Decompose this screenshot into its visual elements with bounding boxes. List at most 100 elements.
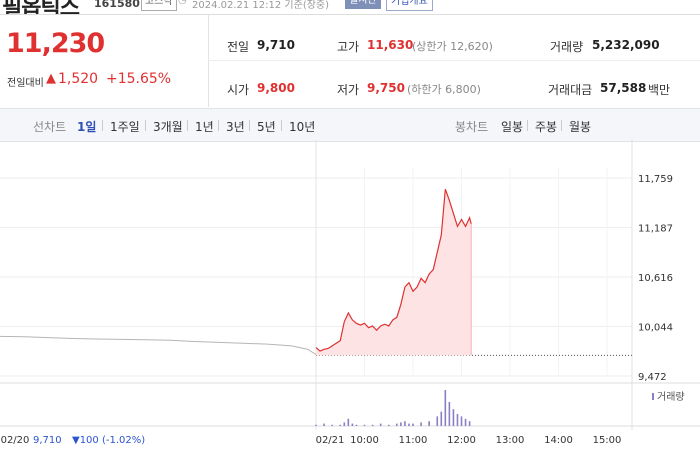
x-tick-label: 02/21 (316, 435, 345, 446)
period-3m[interactable]: 3개월 (153, 120, 183, 134)
volume-bar (371, 424, 374, 426)
current-price: 11,230 (6, 28, 105, 59)
x-tick-label: 14:00 (544, 435, 573, 446)
x-tick-label: 10:00 (350, 435, 379, 446)
prev-diff-label: 전일대비 (7, 78, 44, 89)
volume-legend-swatch (652, 393, 654, 400)
volume-bar (452, 409, 455, 426)
volume-bar (440, 411, 443, 426)
price-summary (0, 14, 700, 108)
prev-day-line (0, 335, 317, 355)
period-5y[interactable]: 5년 (257, 120, 276, 134)
volume-bar (323, 423, 325, 426)
x-tick-label: 15:00 (593, 435, 622, 446)
volume-value: 5,232,090 (592, 38, 660, 52)
volume-bar (387, 424, 390, 426)
volume-bar (343, 422, 346, 426)
x-tick-label: 11:00 (399, 435, 428, 446)
volume-bar (400, 422, 402, 426)
low-value: 9,750 (367, 81, 405, 95)
volume-bar (420, 422, 422, 426)
volume-bar (428, 421, 430, 426)
y-tick-label: 11,759 (638, 174, 673, 185)
open-value: 9,800 (257, 81, 295, 95)
volume-bar (444, 390, 447, 426)
period-1w[interactable]: 1주일 (110, 120, 140, 134)
y-tick-label: 10,044 (638, 322, 673, 333)
divider (218, 120, 219, 131)
diff-value: 1,520 (58, 71, 99, 87)
upper-limit: (상한가 12,620) (412, 40, 493, 53)
volume-bar (315, 424, 317, 426)
divider (102, 120, 103, 131)
volume-bar (448, 402, 451, 426)
trade-value: 57,588 (600, 81, 647, 95)
period-1d[interactable]: 1일 (77, 120, 97, 134)
volume-bar (436, 416, 439, 426)
y-tick-label: 9,472 (638, 372, 667, 383)
x-tick-label: 12:00 (447, 435, 476, 446)
volume-legend-label: 거래량 (657, 391, 685, 403)
prev-close-value: 9,710 (257, 38, 295, 52)
volume-bar (379, 423, 382, 426)
open-label: 시가 (227, 83, 250, 97)
volume-bar (412, 423, 414, 426)
x-tick-label: 13:00 (496, 435, 525, 446)
footer-prev-change: ▼100 (-1.02%) (72, 435, 145, 446)
volume-bar (351, 423, 354, 426)
high-label: 고가 (337, 40, 360, 54)
y-tick-label: 11,187 (638, 224, 673, 235)
volume-bar (347, 418, 350, 426)
live-button[interactable]: 실시간 (345, 0, 381, 9)
high-value: 11,630 (367, 38, 414, 52)
volume-bar (408, 423, 410, 426)
line-chart-label: 선차트 (33, 120, 67, 134)
trade-value-unit: 백만 (648, 83, 671, 97)
price-chart: 11,759 11,187 10,616 10,044 9,472 거래량 02/20 02/… (0, 140, 700, 446)
volume-bar (456, 414, 459, 426)
timestamp: 2024.02.21 12:12 기준(장중) (192, 0, 330, 11)
divider (281, 120, 282, 131)
period-10y[interactable]: 10년 (289, 120, 316, 134)
period-3y[interactable]: 3년 (226, 120, 245, 134)
y-tick-label: 10,616 (638, 273, 673, 284)
up-arrow-icon: ▲ (46, 71, 56, 86)
prev-close-label: 전일 (227, 40, 250, 54)
volume-bar (460, 416, 463, 426)
period-1y[interactable]: 1년 (195, 120, 214, 134)
divider (187, 120, 188, 131)
volume-bar (339, 424, 342, 426)
volume-bar (468, 421, 471, 426)
stock-header: 필옵틱스 161580 코스닥 ◷ 2024.02.21 12:12 기준(장중… (0, 0, 700, 14)
volume-bar (363, 424, 366, 426)
trade-value-label: 거래대금 (548, 83, 593, 97)
candle-daily[interactable]: 일봉 (501, 120, 524, 134)
diff-percent: +15.65% (106, 71, 172, 87)
clock-icon: ◷ (178, 0, 187, 6)
divider (208, 60, 700, 61)
market-badge: 코스닥 (141, 0, 177, 11)
volume-bar (404, 421, 406, 426)
volume-label: 거래량 (550, 40, 584, 54)
divider (145, 120, 146, 131)
candle-weekly[interactable]: 주봉 (535, 120, 558, 134)
divider (527, 120, 528, 131)
company-info-button[interactable]: 기업개요 (386, 0, 433, 11)
candle-chart-label: 봉차트 (455, 120, 489, 134)
footer-prev-close: 9,710 (33, 435, 62, 446)
chart-toolbar: 선차트 1일 1주일 3개월 1년 3년 5년 10년 봉차트 일봉 주봉 월봉 (0, 108, 700, 142)
volume-bar (464, 418, 467, 426)
volume-bar (331, 424, 333, 426)
x-tick-label: 02/20 (1, 435, 30, 446)
low-label: 저가 (337, 83, 360, 97)
stock-name: 필옵틱스 (2, 0, 80, 14)
candle-monthly[interactable]: 월봉 (569, 120, 592, 134)
divider (249, 120, 250, 131)
today-line (315, 188, 472, 352)
stock-code: 161580 (94, 0, 140, 10)
lower-limit: (하한가 6,800) (407, 83, 481, 96)
divider (561, 120, 562, 131)
today-area (316, 189, 472, 356)
volume-bar (396, 423, 398, 426)
volume-bar (355, 424, 358, 426)
